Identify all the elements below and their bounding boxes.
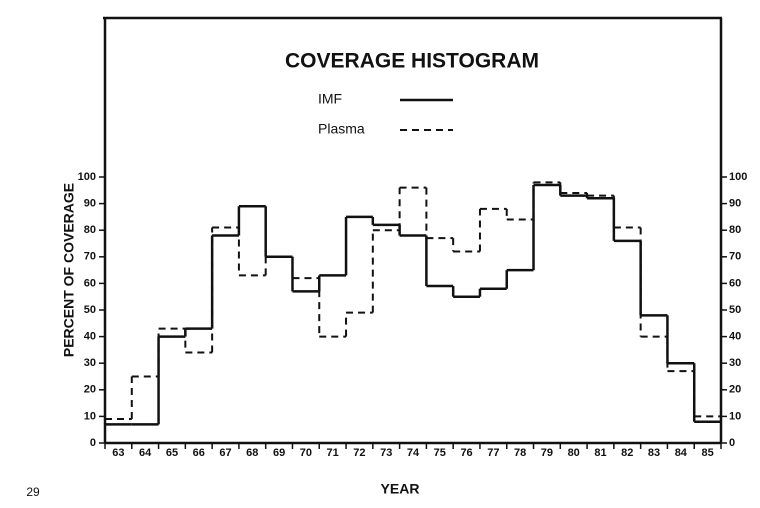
y-tick-label-right: 20: [729, 384, 741, 396]
y-tick-label: 0: [90, 437, 96, 449]
y-tick-label: 30: [84, 357, 96, 369]
x-tick-label: 81: [594, 447, 606, 459]
y-tick-label: 90: [84, 198, 96, 210]
x-tick-label: 71: [327, 447, 339, 459]
x-tick-label: 69: [273, 447, 285, 459]
y-tick-label: 50: [84, 304, 96, 316]
y-tick-label-right: 70: [729, 251, 741, 263]
y-tick-label: 80: [84, 224, 96, 236]
y-tick-label-right: 0: [729, 437, 735, 449]
y-tick-label: 20: [84, 384, 96, 396]
x-tick-label: 82: [621, 447, 633, 459]
x-tick-label: 73: [380, 447, 392, 459]
y-tick-label-right: 50: [729, 304, 741, 316]
legend-label: Plasma: [318, 121, 365, 137]
y-tick-label-right: 30: [729, 357, 741, 369]
y-tick-label: 60: [84, 277, 96, 289]
legend-label: IMF: [318, 91, 342, 107]
x-tick-label: 84: [675, 447, 688, 459]
y-tick-label-right: 80: [729, 224, 741, 236]
y-tick-label: 100: [78, 171, 96, 183]
x-tick-label: 83: [648, 447, 660, 459]
y-tick-label: 40: [84, 331, 96, 343]
page-number: 29: [26, 485, 40, 499]
y-tick-label-right: 40: [729, 331, 741, 343]
x-axis-label: YEAR: [381, 481, 420, 497]
x-tick-label: 80: [568, 447, 580, 459]
x-tick-label: 67: [219, 447, 231, 459]
x-tick-label: 63: [112, 447, 124, 459]
y-axis-label: PERCENT OF COVERAGE: [61, 183, 77, 357]
y-tick-label: 10: [84, 410, 96, 422]
x-tick-label: 70: [300, 447, 312, 459]
x-tick-label: 77: [487, 447, 499, 459]
x-tick-label: 78: [514, 447, 526, 459]
x-tick-label: 72: [353, 447, 365, 459]
chart-title: COVERAGE HISTOGRAM: [285, 50, 539, 73]
y-tick-label-right: 10: [729, 410, 741, 422]
y-tick-label-right: 90: [729, 198, 741, 210]
x-tick-label: 68: [246, 447, 258, 459]
x-tick-label: 76: [460, 447, 472, 459]
x-tick-label: 66: [193, 447, 205, 459]
x-tick-label: 65: [166, 447, 178, 459]
x-tick-label: 64: [139, 447, 152, 459]
x-tick-label: 75: [434, 447, 446, 459]
y-tick-label: 70: [84, 251, 96, 263]
y-tick-label-right: 100: [729, 171, 747, 183]
y-tick-label-right: 60: [729, 277, 741, 289]
x-tick-label: 74: [407, 447, 420, 459]
x-tick-label: 79: [541, 447, 553, 459]
x-tick-label: 85: [701, 447, 713, 459]
